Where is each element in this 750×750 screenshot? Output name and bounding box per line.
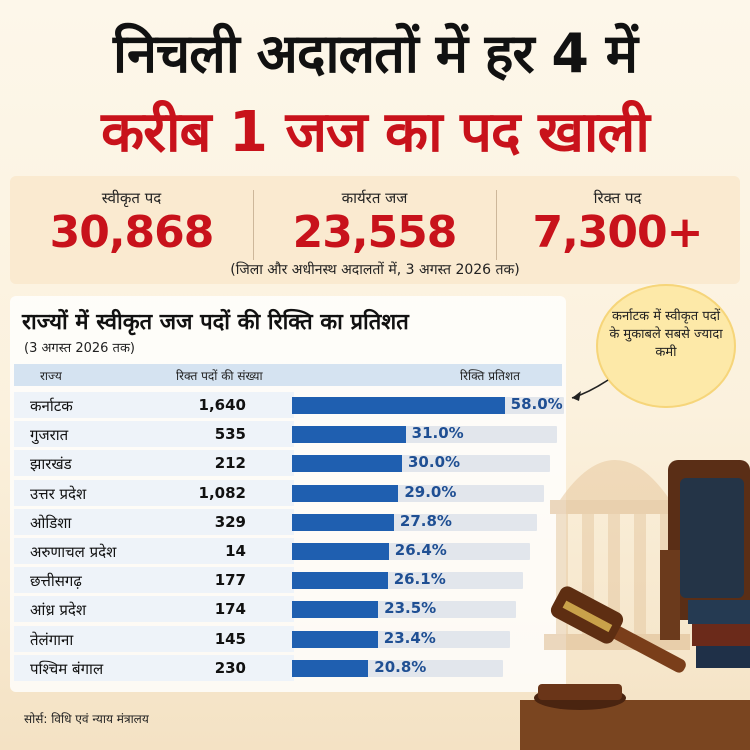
callout-text: कर्नाटक में स्वीकृत पदों के मुकाबले सबसे… [609, 309, 723, 360]
row-stripe [14, 392, 294, 418]
vacancy-bar [292, 397, 505, 414]
table-row: पश्चिम बंगाल 230 20.8% [14, 654, 562, 681]
callout-bubble: कर्नाटक में स्वीकृत पदों के मुकाबले सबसे… [596, 284, 736, 408]
vacancy-percent-label: 29.0% [404, 482, 457, 501]
state-name: उत्तर प्रदेश [30, 484, 87, 503]
vacancy-bar [292, 630, 378, 648]
row-stripe [14, 421, 294, 448]
table-row: उत्तर प्रदेश 1,082 29.0% [14, 479, 562, 506]
vacancy-bar [292, 572, 388, 590]
row-stripe [14, 538, 294, 564]
books-icon [688, 600, 750, 668]
vacancy-percent-label: 26.1% [393, 570, 446, 589]
vacant-posts-count: 14 [225, 542, 246, 560]
table-row: गुजरात 535 31.0% [14, 421, 562, 448]
table-row: कर्नाटक 1,640 58.0% [14, 392, 564, 418]
row-stripe [14, 567, 294, 594]
stat-vacant-value: 7,300+ [532, 207, 703, 258]
state-name: अरुणाचल प्रदेश [30, 543, 117, 561]
gavel-icon [534, 586, 686, 710]
vacancy-bar [292, 455, 402, 473]
stat-working: कार्यरत जज 23,558 [253, 176, 496, 258]
table-row: छत्तीसगढ़ 177 26.1% [14, 567, 562, 594]
vacant-posts-count: 145 [214, 629, 246, 648]
source-note: सोर्स: विधि एवं न्याय मंत्रालय [24, 712, 149, 726]
vacancy-percent-label: 23.4% [383, 628, 436, 647]
vacancy-bar [292, 426, 406, 444]
row-stripe [14, 508, 294, 535]
table-row: आंध्र प्रदेश 174 23.5% [14, 596, 562, 623]
stat-sanctioned-label: स्वीकृत पद [101, 189, 162, 207]
row-stripe [14, 479, 294, 506]
state-name: तेलंगाना [30, 630, 74, 649]
table-row: झारखंड 212 30.0% [14, 450, 562, 477]
table-row: ओडिशा 329 27.8% [14, 508, 562, 535]
state-name: कर्नाटक [30, 397, 73, 415]
state-name: पश्चिम बंगाल [30, 659, 104, 678]
stats-note: (जिला और अधीनस्थ अदालतों में, 3 अगस्त 20… [230, 262, 520, 278]
vacant-posts-count: 535 [214, 425, 246, 444]
state-name: गुजरात [30, 426, 69, 445]
vacancy-percent-label: 27.8% [399, 511, 452, 530]
vacant-posts-count: 1,640 [198, 396, 246, 414]
headline-line-1: निचली अदालतों में हर 4 में [112, 22, 638, 85]
vacancy-percent-label: 23.5% [384, 599, 437, 618]
judge-chair-icon [660, 460, 750, 640]
row-stripe [14, 654, 294, 681]
vacancy-percent-label: 58.0% [510, 395, 563, 413]
vacant-posts-count: 177 [214, 571, 246, 590]
chart-subtitle: (3 अगस्त 2026 तक) [24, 341, 136, 356]
stat-divider [253, 190, 254, 260]
vacant-posts-count: 212 [214, 454, 246, 473]
state-name: आंध्र प्रदेश [30, 601, 87, 620]
column-header-state: राज्य [40, 369, 62, 383]
state-name: झारखंड [30, 455, 72, 474]
row-stripe [14, 596, 294, 623]
table-row: अरुणाचल प्रदेश 14 26.4% [14, 538, 562, 564]
vacancy-bar [292, 513, 394, 531]
chart-panel: राज्यों में स्वीकृत जज पदों की रिक्ति का… [10, 296, 566, 692]
state-name: छत्तीसगढ़ [30, 572, 82, 591]
column-header-vacancy-percent: रिक्ति प्रतिशत [460, 369, 520, 383]
column-header-vacant-posts: रिक्त पदों की संख्या [176, 369, 263, 383]
vacancy-percent-label: 26.4% [394, 541, 447, 559]
vacancy-bar [292, 543, 389, 560]
stat-vacant: रिक्त पद 7,300+ [496, 176, 739, 258]
vacancy-percent-label: 30.0% [408, 453, 461, 472]
vacancy-percent-label: 20.8% [374, 657, 427, 676]
vacant-posts-count: 329 [214, 512, 246, 531]
stat-vacant-label: रिक्त पद [593, 189, 642, 207]
vacancy-bar [292, 484, 399, 502]
stats-panel: स्वीकृत पद 30,868 कार्यरत जज 23,558 रिक्… [10, 176, 740, 284]
vacancy-percent-label: 31.0% [411, 424, 464, 443]
vacant-posts-count: 174 [214, 600, 246, 619]
chart-title: राज्यों में स्वीकृत जज पदों की रिक्ति का… [22, 310, 409, 335]
stat-working-label: कार्यरत जज [341, 189, 408, 207]
stat-working-value: 23,558 [292, 207, 458, 258]
headline-line-2: करीब 1 जज का पद खाली [101, 100, 650, 165]
vacancy-bar [292, 659, 369, 677]
vacant-posts-count: 230 [214, 658, 246, 677]
row-stripe [14, 450, 294, 477]
row-stripe [14, 625, 294, 652]
stat-sanctioned-value: 30,868 [49, 207, 215, 258]
vacancy-bar [292, 601, 379, 619]
vacant-posts-count: 1,082 [198, 483, 246, 502]
callout-arrow-head [572, 391, 581, 401]
stat-divider [496, 190, 497, 260]
state-name: ओडिशा [30, 513, 72, 532]
table-row: तेलंगाना 145 23.4% [14, 625, 562, 652]
table-header: राज्य रिक्त पदों की संख्या रिक्ति प्रतिश… [14, 364, 562, 386]
courthouse-gavel-illustration [520, 460, 750, 750]
stat-sanctioned: स्वीकृत पद 30,868 [10, 176, 253, 258]
